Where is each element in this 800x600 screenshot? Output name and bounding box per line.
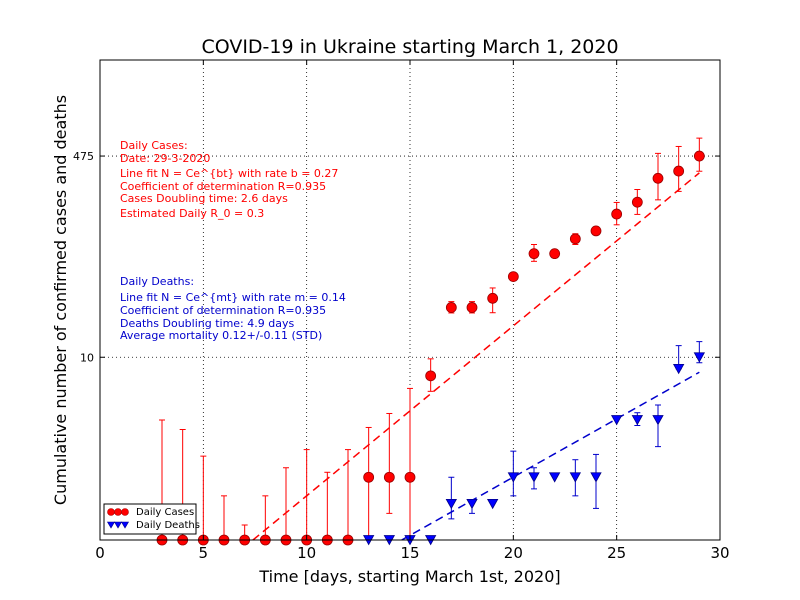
cases-annotation-line: Coefficient of determination R=0.935 — [120, 180, 326, 193]
case-point — [445, 302, 457, 313]
case-point — [693, 150, 705, 162]
death-point — [631, 415, 644, 426]
death-point — [445, 498, 458, 510]
deaths-annotation-line: Line fit N = Ce^{mt} with rate m = 0.14 — [120, 291, 346, 304]
legend: Daily Cases Daily Deaths — [103, 503, 200, 535]
y-tick-label: 475 — [73, 150, 94, 163]
case-point — [487, 292, 499, 304]
case-point — [652, 172, 664, 184]
case-point — [383, 471, 395, 483]
cases-annotation-line: Daily Cases: — [120, 139, 188, 152]
case-point — [466, 302, 478, 313]
deaths-annotation-line: Average mortality 0.12+/-0.11 (STD) — [120, 329, 322, 342]
death-point — [486, 498, 499, 510]
case-point — [549, 248, 561, 260]
death-point — [652, 415, 664, 426]
cases-annotation-line: Cases Doubling time: 2.6 days — [120, 192, 288, 205]
y-tick-label: 10 — [80, 351, 94, 364]
deaths-annotation-line: Coefficient of determination R=0.935 — [120, 304, 326, 317]
deaths-annotation-line: Deaths Doubling time: 4.9 days — [120, 317, 294, 330]
death-point — [672, 363, 685, 375]
case-point — [528, 248, 540, 260]
death-point — [569, 472, 582, 483]
case-point — [404, 471, 416, 483]
x-tick-label: 0 — [95, 544, 105, 562]
x-tick-label: 10 — [297, 544, 316, 562]
cases-annotation-line: Estimated Daily R_0 = 0.3 — [120, 207, 264, 220]
y-axis-label: Cumulative number of confirmed cases and… — [51, 95, 70, 505]
cases-annotation-line: Line fit N = Ce^{bt} with rate b = 0.27 — [120, 167, 338, 180]
axis-ticks: 0 5 10 15 20 25 30 10 475 — [73, 60, 730, 562]
case-point — [631, 196, 643, 208]
x-tick-label: 25 — [607, 544, 626, 562]
death-point — [528, 472, 540, 483]
legend-label-deaths: Daily Deaths — [136, 520, 200, 531]
death-point — [507, 472, 520, 483]
x-tick-label: 15 — [400, 544, 419, 562]
death-point — [610, 415, 623, 426]
case-point — [507, 271, 519, 283]
x-tick-label: 30 — [710, 544, 729, 562]
death-point — [590, 472, 602, 483]
legend-deaths-marker — [106, 521, 130, 529]
cases-annotation-line: Date: 29-3-2020 — [120, 152, 210, 165]
x-tick-label: 5 — [199, 544, 209, 562]
case-point — [611, 208, 623, 220]
death-point — [466, 498, 478, 510]
deaths-annotation: Daily Deaths: Line fit N = Ce^{mt} with … — [120, 275, 346, 342]
legend-cases-marker — [107, 508, 129, 516]
death-point — [548, 472, 561, 483]
case-point — [673, 165, 685, 177]
case-point — [569, 233, 581, 245]
x-axis-label: Time [days, starting March 1st, 2020] — [258, 567, 560, 586]
case-point — [590, 225, 602, 237]
cases-annotation: Daily Cases: Date: 29-3-2020 Line fit N … — [120, 139, 338, 220]
x-tick-label: 20 — [504, 544, 523, 562]
chart-title: COVID-19 in Ukraine starting March 1, 20… — [201, 36, 618, 58]
grid — [100, 60, 720, 540]
case-point — [425, 370, 437, 382]
death-point — [693, 352, 706, 363]
legend-label-cases: Daily Cases — [136, 507, 194, 518]
deaths-annotation-line: Daily Deaths: — [120, 275, 194, 288]
case-point — [363, 471, 375, 483]
